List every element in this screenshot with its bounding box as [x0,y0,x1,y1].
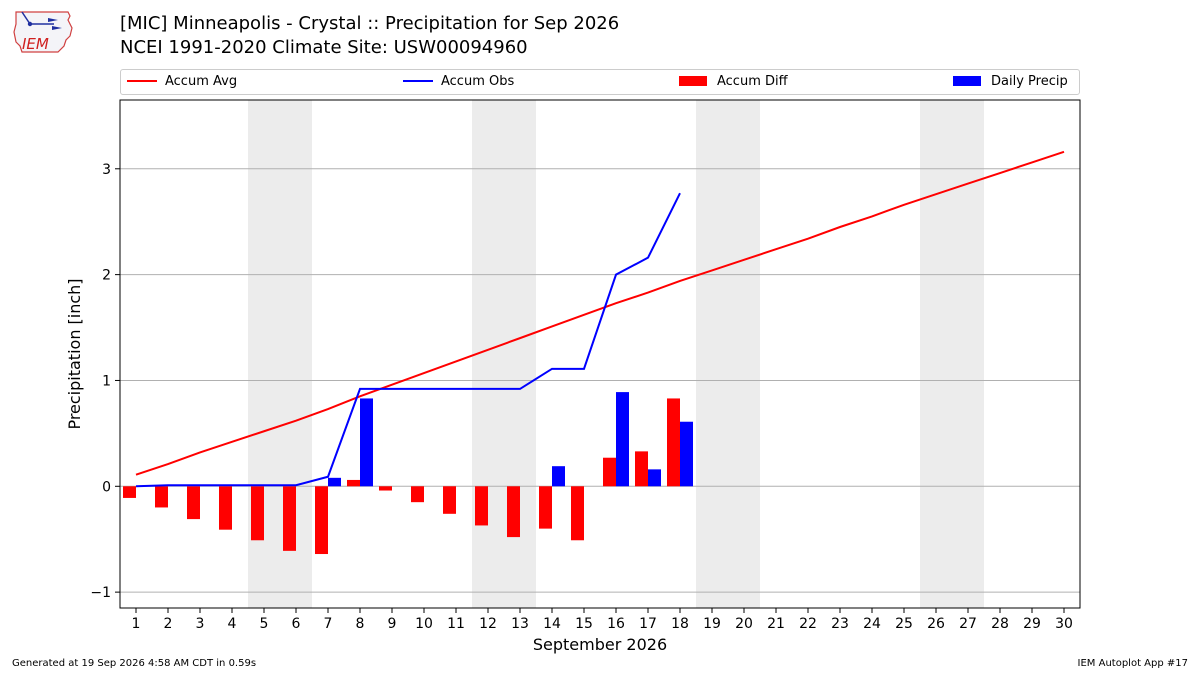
x-tick-label: 18 [671,616,689,632]
daily-precip-bar [648,469,661,487]
x-tick-label: 6 [292,616,301,632]
legend-swatch [679,75,707,86]
legend-label: Accum Avg [165,74,238,89]
x-tick-label: 24 [863,616,881,632]
accum-obs-line [135,192,681,488]
x-tick-label: 25 [895,616,913,632]
accum-diff-bar [347,479,360,487]
x-tick-label: 29 [1023,616,1041,632]
legend-item-accum-obs: Accum Obs [403,73,514,91]
weekend-shade [920,100,984,608]
x-tick-label: 1 [132,616,141,632]
x-tick-label: 28 [991,616,1009,632]
x-tick-label: 19 [703,616,721,632]
legend-label: Accum Diff [717,74,788,89]
accum-diff-bar [603,457,616,487]
legend-swatch [127,79,157,82]
accum-diff-bar [507,486,520,538]
weekend-shade [696,100,760,608]
accum-diff-bar [251,486,264,541]
chart-subtitle: NCEI 1991-2020 Climate Site: USW00094960 [120,37,528,58]
x-tick-label: 11 [447,616,465,632]
legend: Accum Avg Accum Obs Accum Diff Daily Pre… [120,69,1080,95]
x-tick-label: 26 [927,616,945,632]
y-tick-label: 3 [102,162,111,178]
accum-diff-bar [571,486,584,541]
accum-diff-bar [411,486,424,503]
x-tick-label: 27 [959,616,977,632]
accum-diff-bar [155,486,168,508]
x-tick-label: 8 [356,616,365,632]
accum-diff-bar [219,486,232,530]
x-tick-label: 20 [735,616,753,632]
accum-diff-bar [475,486,488,526]
daily-precip-bar [328,477,341,487]
x-tick-label: 15 [575,616,593,632]
x-tick-label: 30 [1055,616,1073,632]
y-tick-label: 0 [102,479,111,495]
legend-swatch [953,75,981,86]
x-tick-label: 7 [324,616,333,632]
y-tick-label: 1 [102,373,111,389]
accum-diff-bar [283,486,296,551]
accum-diff-bar [635,451,648,487]
daily-precip-bar [680,421,693,487]
x-tick-label: 9 [388,616,397,632]
accum-diff-bar [315,486,328,555]
x-tick-label: 12 [479,616,497,632]
x-tick-label: 3 [196,616,205,632]
y-tick-label: −1 [90,585,111,601]
daily-precip-bar [616,392,629,487]
x-tick-label: 14 [543,616,561,632]
daily-precip-bar [360,398,373,487]
x-axis-label: September 2026 [533,635,667,654]
x-tick-label: 4 [228,616,237,632]
y-tick-label: 2 [102,268,111,284]
x-tick-label: 5 [260,616,269,632]
y-axis-label: Precipitation [inch] [65,278,84,429]
weekend-shade [472,100,536,608]
iem-logo: IEM [13,11,73,53]
x-tick-label: 17 [639,616,657,632]
legend-swatch [403,79,433,82]
legend-item-daily-precip: Daily Precip [953,73,1068,91]
accum-diff-bar [379,486,392,491]
x-tick-label: 21 [767,616,785,632]
accum-diff-bar [123,486,136,498]
footer-generated: Generated at 19 Sep 2026 4:58 AM CDT in … [12,658,257,669]
legend-label: Daily Precip [991,74,1068,89]
accum-diff-bar [539,486,552,529]
x-tick-label: 23 [831,616,849,632]
footer-app: IEM Autoplot App #17 [1077,658,1188,669]
chart-title: [MIC] Minneapolis - Crystal :: Precipita… [120,13,620,34]
svg-text:IEM: IEM [22,35,49,53]
x-tick-label: 13 [511,616,529,632]
x-tick-label: 10 [415,616,433,632]
legend-item-accum-diff: Accum Diff [679,73,788,91]
x-tick-label: 2 [164,616,173,632]
accum-avg-line [135,150,1065,476]
accum-diff-bar [443,486,456,514]
accum-diff-bar [667,398,680,487]
accum-diff-bar [187,486,200,520]
plot-frame [119,99,1081,609]
x-tick-label: 16 [607,616,625,632]
legend-item-accum-avg: Accum Avg [127,73,237,91]
daily-precip-bar [552,466,565,487]
x-tick-label: 22 [799,616,817,632]
legend-label: Accum Obs [441,74,515,89]
